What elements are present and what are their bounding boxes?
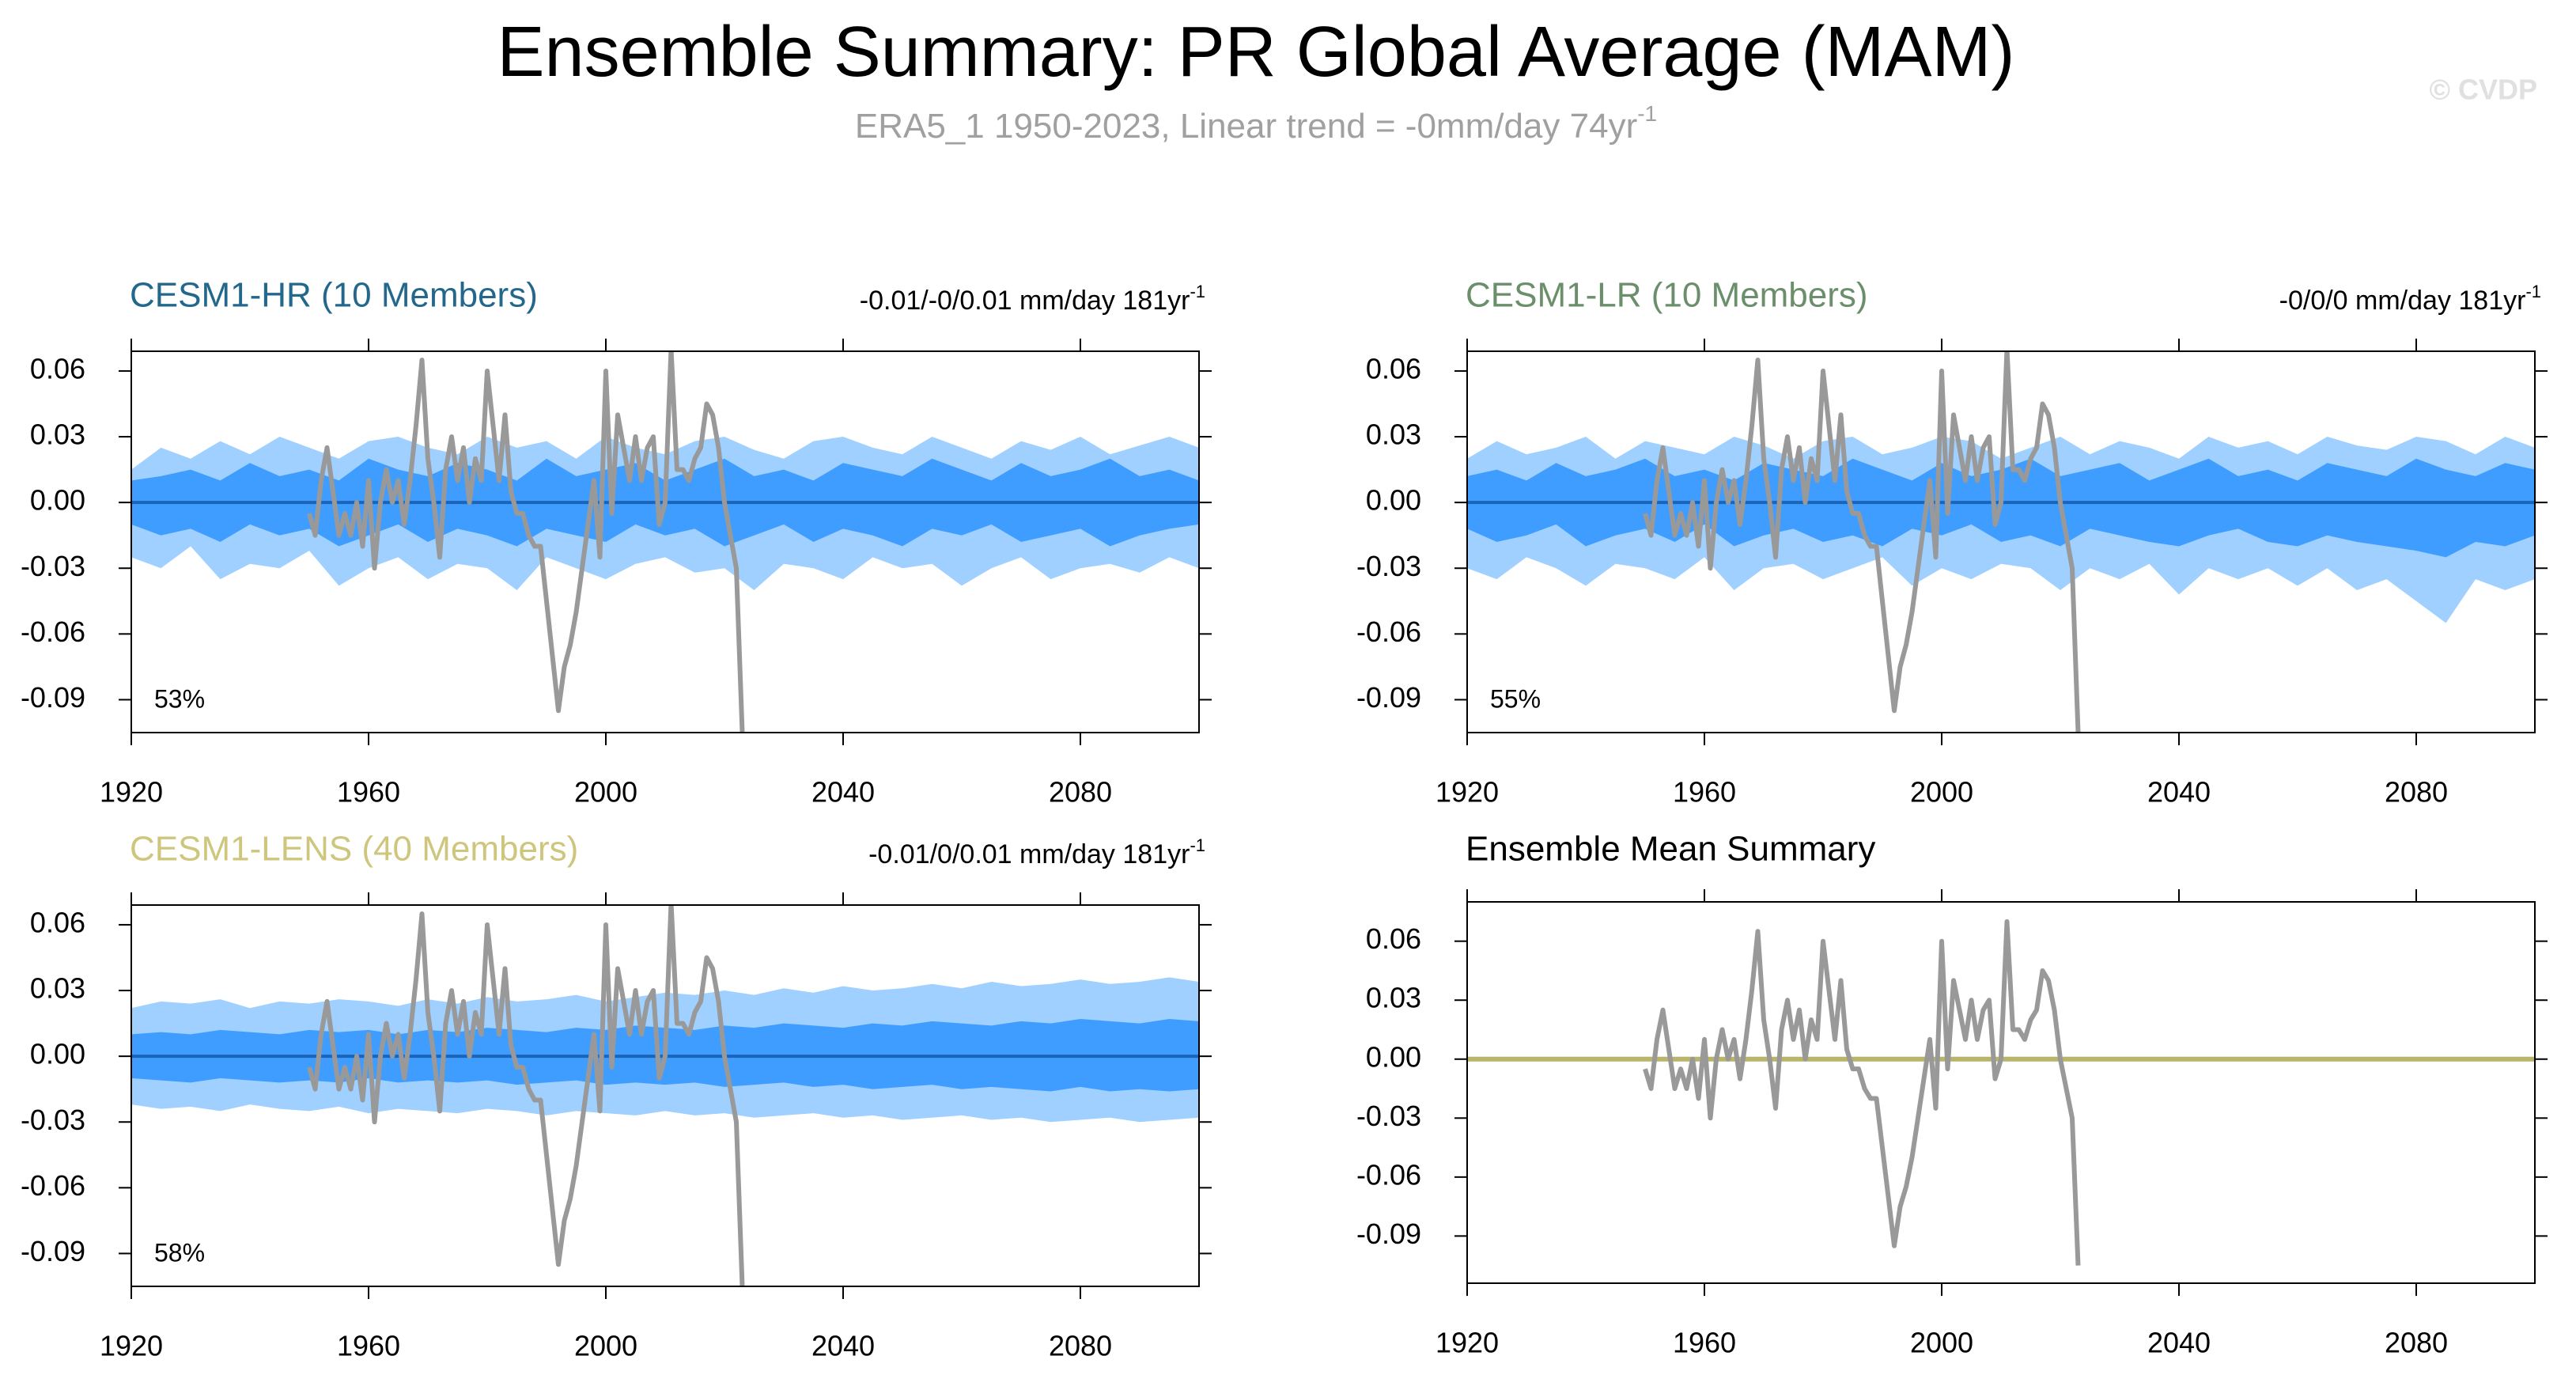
y-tick-label: 0.03 (1366, 982, 1421, 1014)
plot-area (1467, 918, 2535, 1266)
y-tick-label: 0.06 (30, 906, 85, 938)
panel-percent: 58% (154, 1238, 205, 1267)
panel-title: CESM1-HR (10 Members) (130, 276, 538, 315)
y-tick-label: -0.09 (21, 681, 85, 714)
panel-trend: -0/0/0 mm/day 181yr-1 (2279, 282, 2541, 316)
y-tick-label: -0.09 (21, 1235, 85, 1267)
y-tick-label: 0.00 (30, 484, 85, 517)
x-tick-label: 2000 (574, 776, 637, 809)
x-tick-label: 2080 (1049, 776, 1112, 809)
observation-line (1643, 351, 2081, 733)
y-tick-label: -0.03 (21, 1104, 85, 1136)
chart-title: Ensemble Summary: PR Global Average (MAM… (497, 13, 2014, 92)
panel-trend: -0.01/-0/0.01 mm/day 181yr-1 (860, 282, 1205, 316)
plot-area (131, 905, 1199, 1286)
y-tick-label: 0.06 (1366, 922, 1421, 955)
x-tick-label: 1960 (1673, 776, 1736, 809)
x-tick-label: 2040 (811, 1330, 875, 1362)
observation-line (1643, 918, 2081, 1266)
plot-frame (1466, 901, 2536, 1284)
x-tick-label: 1920 (100, 1330, 163, 1362)
x-tick-label: 2040 (2147, 776, 2211, 809)
x-tick-label: 2080 (2385, 1327, 2448, 1359)
x-tick-label: 2000 (1910, 1327, 1973, 1359)
x-tick-label: 1960 (1673, 1327, 1736, 1359)
observation-line (307, 351, 745, 733)
panel: 0.06 0.03 0.00 -0.03 -0.06 -0.09 1920 1960 2000 2… (1356, 830, 2548, 1359)
plot-frame (131, 904, 1200, 1287)
panel: 0.06 0.03 0.00 -0.03 -0.06 -0.09 1920 1960 2000 2… (21, 276, 1212, 809)
panel-percent: 53% (154, 684, 205, 713)
y-tick-label: 0.03 (30, 972, 85, 1005)
x-tick-label: 2000 (1910, 776, 1973, 809)
x-tick-label: 2080 (1049, 1330, 1112, 1362)
x-tick-label: 2040 (2147, 1327, 2211, 1359)
plot-frame (131, 350, 1200, 733)
subtitle-text: ERA5_1 1950-2023, Linear trend = -0mm/da… (855, 107, 1637, 146)
plot-area (131, 351, 1199, 733)
y-tick-label: 0.03 (30, 419, 85, 451)
x-tick-label: 1920 (100, 776, 163, 809)
panel: 0.06 0.03 0.00 -0.03 -0.06 -0.09 1920 1960 2000 2… (21, 830, 1212, 1362)
chart-subtitle: ERA5_1 1950-2023, Linear trend = -0mm/da… (855, 101, 1657, 145)
x-tick-label: 2080 (2385, 776, 2448, 809)
panel: 0.06 0.03 0.00 -0.03 -0.06 -0.09 1920 1960 2000 2… (1356, 276, 2548, 809)
y-tick-label: -0.06 (1356, 1158, 1421, 1191)
y-tick-label: -0.03 (1356, 1100, 1421, 1132)
x-tick-label: 2040 (811, 776, 875, 809)
y-tick-label: 0.06 (1366, 352, 1421, 384)
y-tick-label: 0.00 (30, 1038, 85, 1070)
trend-superscript: -1 (1190, 282, 1205, 301)
y-tick-label: 0.00 (1366, 1040, 1421, 1073)
y-tick-label: -0.03 (1356, 550, 1421, 582)
y-tick-label: 0.06 (30, 352, 85, 384)
y-tick-label: -0.03 (21, 550, 85, 582)
x-tick-label: 2000 (574, 1330, 637, 1362)
watermark: © CVDP (2429, 74, 2537, 106)
trend-superscript: -1 (2525, 282, 2541, 301)
y-tick-label: 0.00 (1366, 484, 1421, 517)
observation-line (307, 905, 745, 1286)
trend-text: -0.01/0/0.01 mm/day 181yr (868, 839, 1190, 869)
y-tick-label: -0.09 (1356, 681, 1421, 714)
trend-superscript: -1 (1190, 835, 1205, 855)
panel-title: CESM1-LR (10 Members) (1466, 276, 1868, 315)
y-tick-label: 0.03 (1366, 419, 1421, 451)
subtitle-superscript: -1 (1637, 101, 1657, 126)
y-tick-label: -0.06 (1356, 615, 1421, 648)
y-tick-label: -0.06 (21, 615, 85, 648)
x-tick-label: 1960 (337, 1330, 400, 1362)
panel-trend: -0.01/0/0.01 mm/day 181yr-1 (868, 835, 1205, 869)
panel-title: CESM1-LENS (40 Members) (130, 830, 578, 869)
trend-text: -0.01/-0/0.01 mm/day 181yr (860, 286, 1190, 316)
x-tick-label: 1920 (1436, 1327, 1499, 1359)
x-tick-label: 1960 (337, 776, 400, 809)
plot-frame (1466, 350, 2536, 733)
panel-title: Ensemble Mean Summary (1466, 830, 1875, 869)
y-tick-label: -0.09 (1356, 1218, 1421, 1250)
trend-text: -0/0/0 mm/day 181yr (2279, 286, 2526, 316)
x-tick-label: 1920 (1436, 776, 1499, 809)
y-tick-label: -0.06 (21, 1169, 85, 1202)
plot-area (1467, 351, 2535, 733)
panel-percent: 55% (1490, 684, 1541, 713)
